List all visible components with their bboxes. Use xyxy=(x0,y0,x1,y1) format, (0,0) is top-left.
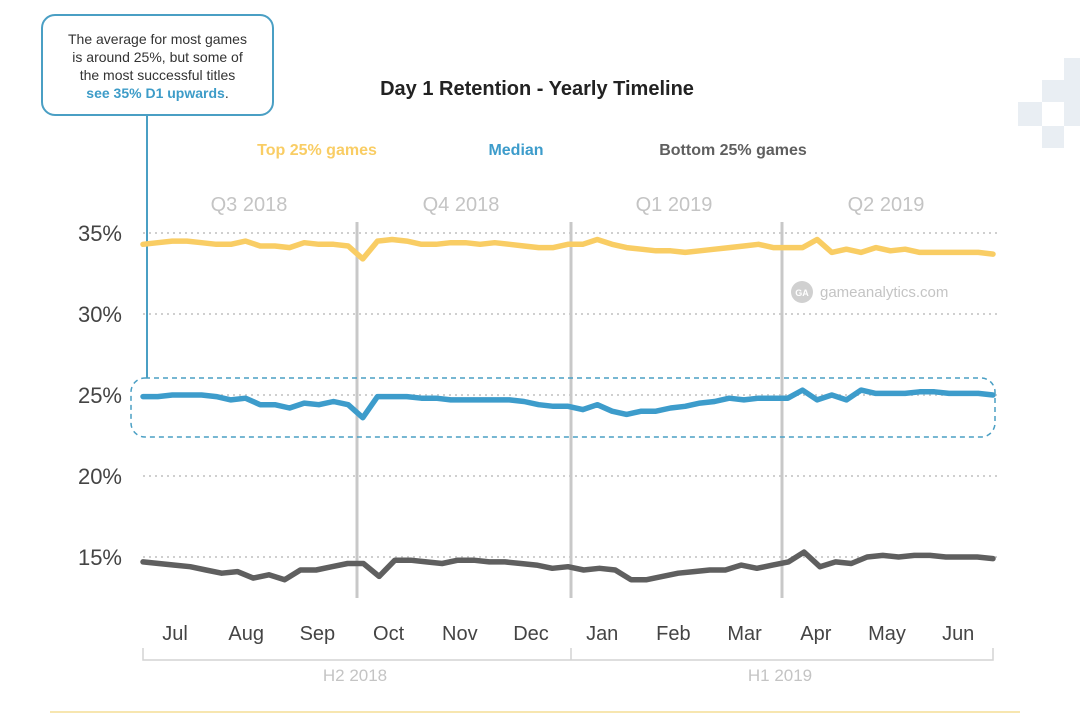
x-tick-label: May xyxy=(868,623,906,645)
x-tick-label: Jul xyxy=(162,623,188,645)
callout-highlight: see 35% D1 upwards xyxy=(86,85,225,101)
legend-bottom-25: Bottom 25% games xyxy=(659,142,807,159)
x-tick-label: Apr xyxy=(800,623,831,645)
gameanalytics-logo-icon xyxy=(791,281,813,303)
median-series-line xyxy=(140,387,996,421)
x-tick-label: Sep xyxy=(300,623,336,645)
x-tick-label: Aug xyxy=(228,623,264,645)
callout-suffix: . xyxy=(224,85,229,101)
x-tick-label: Oct xyxy=(373,623,405,645)
quarter-label: Q3 2018 xyxy=(211,194,288,216)
callout-highlight-line: see 35% D1 upwards. xyxy=(51,84,264,102)
watermark: GA gameanalytics.com xyxy=(791,281,948,303)
half-label: H1 2019 xyxy=(748,666,812,685)
watermark-logo-text: GA xyxy=(795,288,809,298)
decor-block xyxy=(1064,102,1080,126)
h2-2018-bracket xyxy=(142,648,572,661)
quarter-label: Q1 2019 xyxy=(636,194,713,216)
x-tick-label: Jan xyxy=(586,623,618,645)
bottom-25-series-line xyxy=(140,549,996,583)
y-tick-label: 15% xyxy=(78,545,122,570)
quarter-label: Q4 2018 xyxy=(423,194,500,216)
top-25-series-line xyxy=(140,236,996,262)
y-tick-label: 25% xyxy=(78,383,122,408)
callout-line: the most successful titles xyxy=(79,67,236,83)
callout-line: The average for most games xyxy=(68,31,247,47)
x-tick-label: Jun xyxy=(942,623,974,645)
x-tick-label: Nov xyxy=(442,623,478,645)
y-tick-label: 30% xyxy=(78,302,122,327)
decor-block xyxy=(1042,80,1080,102)
y-tick-label: 35% xyxy=(78,221,122,246)
x-tick-label: Dec xyxy=(513,623,549,645)
x-tick-label: Mar xyxy=(727,623,762,645)
legend-median: Median xyxy=(488,142,543,159)
decor-block xyxy=(1064,58,1080,80)
quarter-label: Q2 2019 xyxy=(848,194,925,216)
callout-box: The average for most games is around 25%… xyxy=(41,14,274,116)
h1-2019-bracket xyxy=(571,648,994,661)
decor-block xyxy=(1018,102,1042,126)
x-tick-label: Feb xyxy=(656,623,690,645)
watermark-text: gameanalytics.com xyxy=(820,284,948,301)
median-highlight-box xyxy=(130,377,996,438)
half-label: H2 2018 xyxy=(323,666,387,685)
y-tick-label: 20% xyxy=(78,464,122,489)
chart-title: Day 1 Retention - Yearly Timeline xyxy=(380,78,694,100)
decor-block xyxy=(1042,126,1064,148)
legend-top-25: Top 25% games xyxy=(257,142,377,159)
callout-line: is around 25%, but some of xyxy=(72,49,243,65)
